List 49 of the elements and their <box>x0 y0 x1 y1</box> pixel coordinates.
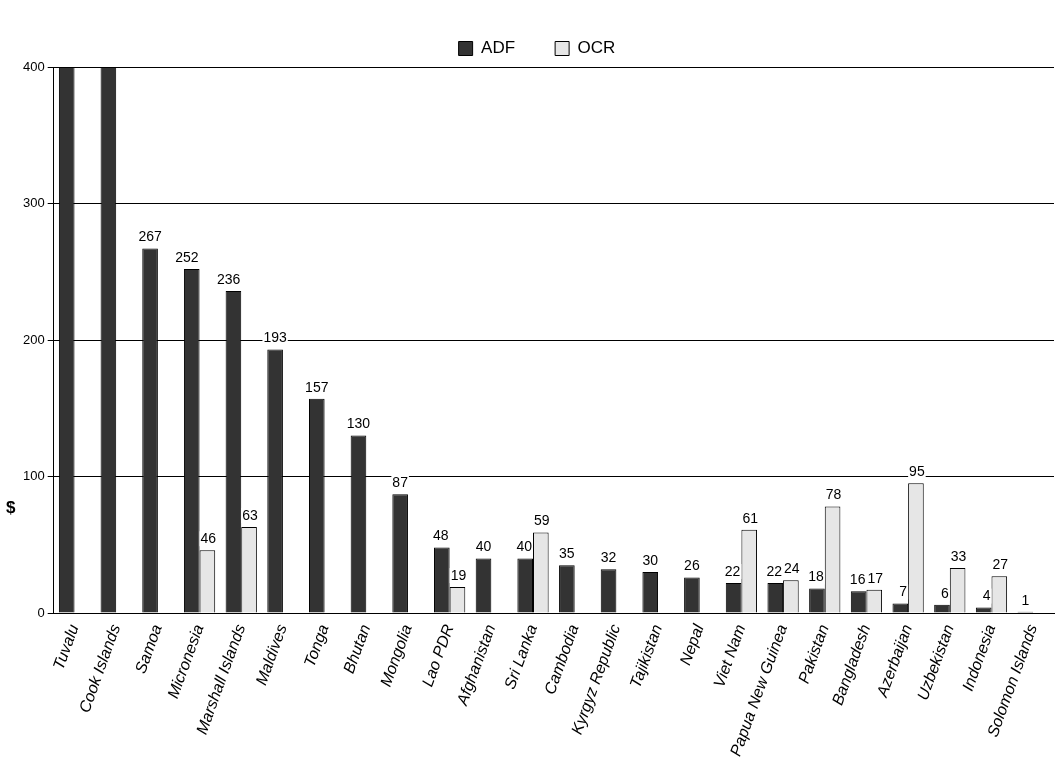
y-tick-label: 400 <box>22 58 45 74</box>
data-label: 4 <box>982 587 991 604</box>
data-label: 24 <box>784 560 800 577</box>
data-label: 46 <box>200 530 217 547</box>
y-tick-label: 100 <box>22 468 45 484</box>
data-label: 1 <box>1021 591 1030 608</box>
legend-label: OCR <box>577 38 616 58</box>
x-tick-label: Bhutan <box>339 621 374 676</box>
data-label: 78 <box>825 486 842 503</box>
data-label: 30 <box>642 551 659 568</box>
data-label: 63 <box>242 506 259 523</box>
x-tick-label: Viet Nam <box>710 622 749 690</box>
data-label: 6 <box>941 584 950 601</box>
x-tick-label: Tuvalu <box>49 621 82 672</box>
data-label: 61 <box>742 509 759 526</box>
legend-label: ADF <box>481 38 516 58</box>
data-label: 17 <box>867 569 884 586</box>
data-label: 87 <box>392 474 409 491</box>
data-label: 26 <box>684 557 700 574</box>
data-label: 236 <box>216 270 241 287</box>
x-tick-label: Nepal <box>676 621 707 668</box>
y-tick-label: 0 <box>37 604 45 620</box>
data-label: 22 <box>766 562 783 579</box>
data-label: 22 <box>724 562 741 579</box>
data-label: 40 <box>475 538 492 555</box>
data-label: 95 <box>909 463 925 480</box>
data-label: 18 <box>808 568 824 585</box>
data-label: 40 <box>516 538 533 555</box>
data-label: 157 <box>305 378 329 395</box>
data-label: 32 <box>600 549 617 566</box>
y-tick-label: 200 <box>22 331 45 347</box>
data-label: 35 <box>559 545 575 562</box>
data-label: 19 <box>450 566 467 583</box>
x-tick-label: Samoa <box>131 621 165 676</box>
data-label: 33 <box>950 547 967 564</box>
data-label: 16 <box>849 571 866 588</box>
data-label: 130 <box>346 415 371 432</box>
y-axis-title: $ <box>6 497 16 517</box>
x-tick-label: Lao PDR <box>418 621 457 689</box>
data-label: 48 <box>433 527 449 544</box>
data-label: 59 <box>534 512 550 529</box>
data-label: 267 <box>138 228 162 245</box>
x-tick-label: Sri Lanka <box>500 621 541 692</box>
x-tick-label: Tonga <box>300 621 332 670</box>
data-label: 193 <box>263 329 288 346</box>
y-tick-label: 300 <box>22 195 45 211</box>
data-label: 7 <box>899 583 908 600</box>
data-label: 27 <box>992 556 1009 573</box>
data-label: 252 <box>175 248 199 265</box>
